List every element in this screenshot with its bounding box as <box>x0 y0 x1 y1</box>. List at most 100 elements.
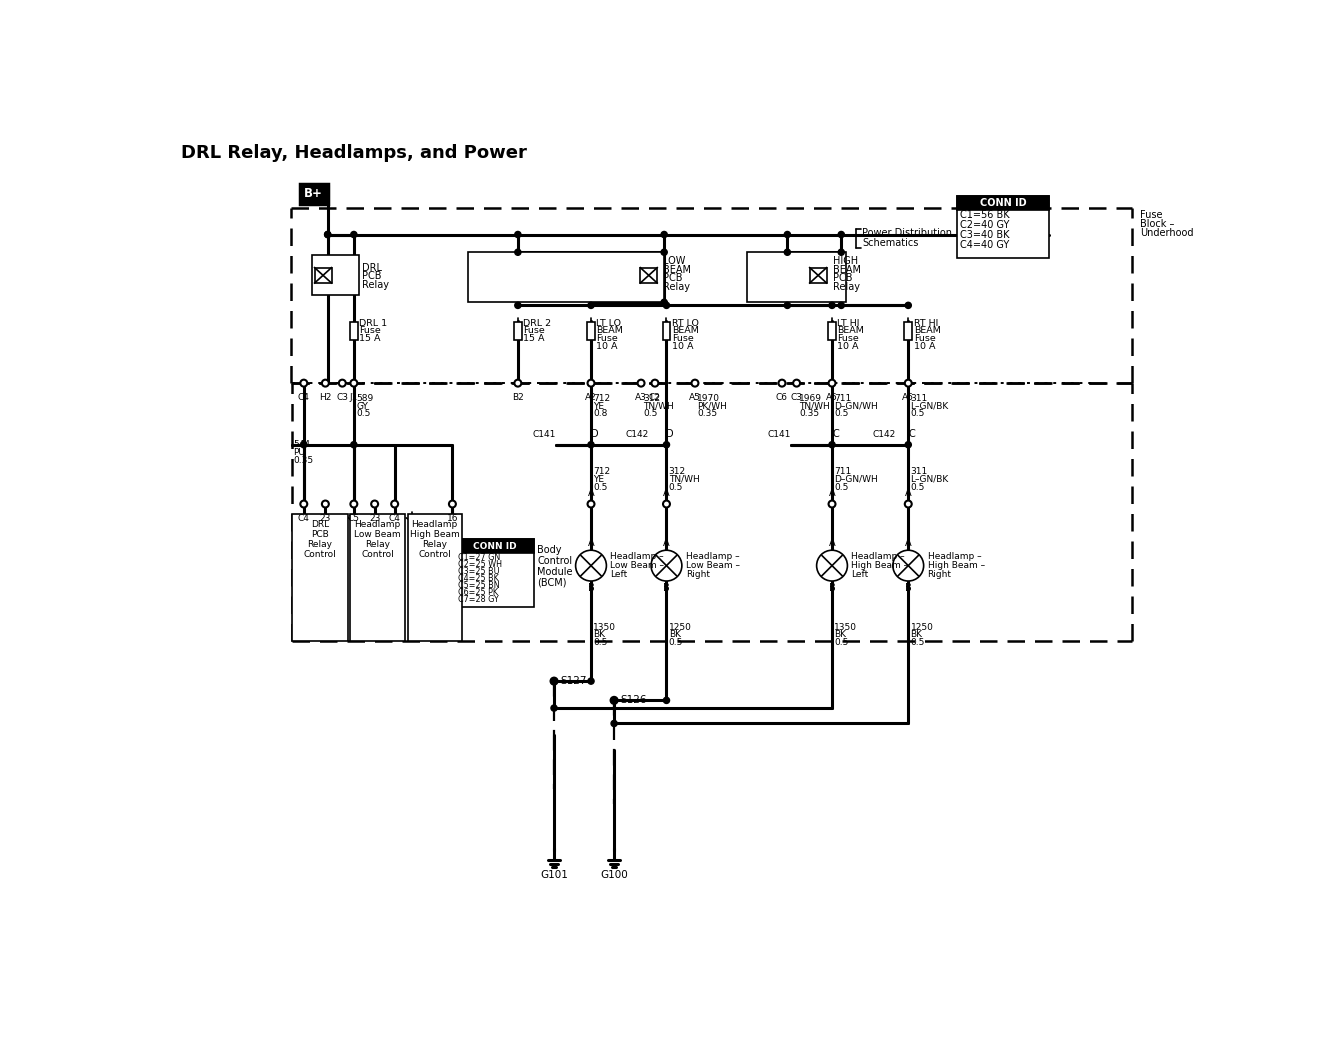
Text: Headlamp –: Headlamp – <box>610 552 664 561</box>
Text: DRL Relay, Headlamps, and Power: DRL Relay, Headlamps, and Power <box>181 144 527 162</box>
Circle shape <box>839 231 844 238</box>
Text: 0.5: 0.5 <box>835 410 848 418</box>
Text: 16: 16 <box>446 514 458 523</box>
Text: L–GN/BK: L–GN/BK <box>911 475 949 484</box>
Text: B: B <box>829 583 836 593</box>
Text: Body: Body <box>538 545 562 555</box>
Circle shape <box>892 550 923 581</box>
Circle shape <box>515 231 521 238</box>
Text: C3: C3 <box>790 393 802 402</box>
Circle shape <box>325 231 331 238</box>
Text: A5: A5 <box>689 393 702 402</box>
Text: 589: 589 <box>356 394 374 403</box>
Text: D: D <box>591 429 598 438</box>
Text: Left: Left <box>851 570 868 580</box>
Circle shape <box>391 501 398 508</box>
Text: 0.5: 0.5 <box>835 638 848 647</box>
Text: Headlamp –: Headlamp – <box>685 552 739 561</box>
Bar <box>957 196 1050 210</box>
Text: Headlamp –: Headlamp – <box>851 552 905 561</box>
Text: A: A <box>905 538 911 548</box>
Text: BEAM: BEAM <box>664 265 691 275</box>
Circle shape <box>300 380 308 386</box>
Text: 1350: 1350 <box>593 623 617 631</box>
Text: 10 A: 10 A <box>837 342 859 351</box>
Text: DRL: DRL <box>363 263 382 272</box>
Text: 1350: 1350 <box>835 623 857 631</box>
Circle shape <box>612 720 617 727</box>
Text: 0.5: 0.5 <box>593 638 607 647</box>
Text: PK/WH: PK/WH <box>698 401 727 411</box>
Text: BK: BK <box>911 630 922 640</box>
Circle shape <box>339 380 345 386</box>
Text: PCB: PCB <box>363 271 382 281</box>
Text: 0.5: 0.5 <box>593 483 607 492</box>
Text: LOW: LOW <box>664 257 685 266</box>
Text: B: B <box>905 583 911 593</box>
Circle shape <box>839 249 844 256</box>
Text: GY: GY <box>356 401 368 411</box>
Circle shape <box>785 249 790 256</box>
Text: Low Beam –: Low Beam – <box>610 561 664 570</box>
Text: G100: G100 <box>601 870 628 880</box>
Text: Fuse: Fuse <box>672 334 694 343</box>
Circle shape <box>785 302 790 308</box>
Circle shape <box>664 302 669 308</box>
Bar <box>747 252 845 302</box>
Circle shape <box>575 550 606 581</box>
Circle shape <box>905 441 911 448</box>
Text: CONN ID: CONN ID <box>473 542 516 551</box>
Text: Right: Right <box>685 570 710 580</box>
Text: 0.5: 0.5 <box>835 483 848 492</box>
Circle shape <box>828 501 836 508</box>
Circle shape <box>652 380 659 386</box>
Text: 1250: 1250 <box>911 623 934 631</box>
Text: Control: Control <box>418 550 452 560</box>
Text: 1970: 1970 <box>698 394 720 403</box>
Text: G101: G101 <box>540 870 569 880</box>
Text: 15 A: 15 A <box>523 334 544 343</box>
Text: C3=25 BU: C3=25 BU <box>458 567 500 577</box>
Text: Headlamp: Headlamp <box>411 521 458 529</box>
Text: C7=28 GY: C7=28 GY <box>458 595 499 604</box>
Circle shape <box>551 705 558 711</box>
Text: A: A <box>829 538 836 548</box>
Text: Module: Module <box>538 567 573 577</box>
Text: C2: C2 <box>649 393 661 402</box>
Text: 15 A: 15 A <box>359 334 380 343</box>
Circle shape <box>661 249 667 256</box>
Text: A: A <box>587 488 594 497</box>
Text: Fuse: Fuse <box>1140 210 1163 220</box>
Text: RT LO: RT LO <box>672 319 699 327</box>
Text: 712: 712 <box>593 467 610 476</box>
Circle shape <box>300 501 308 508</box>
Circle shape <box>515 249 521 256</box>
Text: C5=25 BN: C5=25 BN <box>458 581 500 590</box>
Text: D–GN/WH: D–GN/WH <box>835 475 878 484</box>
Text: C142: C142 <box>626 430 649 438</box>
Text: A: A <box>663 488 669 497</box>
Text: High Beam: High Beam <box>410 530 460 540</box>
Text: CONN ID: CONN ID <box>980 197 1027 208</box>
Circle shape <box>515 302 521 308</box>
Text: A6: A6 <box>902 393 914 402</box>
Text: C6=25 PK: C6=25 PK <box>458 588 497 597</box>
Text: Control: Control <box>538 557 573 566</box>
Circle shape <box>661 299 667 305</box>
Circle shape <box>905 302 911 308</box>
Bar <box>828 321 836 340</box>
Text: C2=25 WH: C2=25 WH <box>458 561 501 569</box>
Circle shape <box>351 380 358 386</box>
Text: 312: 312 <box>669 467 685 476</box>
Circle shape <box>587 501 594 508</box>
Text: C141: C141 <box>532 430 555 438</box>
Text: 311: 311 <box>911 467 927 476</box>
Text: Relay: Relay <box>664 282 691 291</box>
Circle shape <box>905 380 911 386</box>
Text: Fuse: Fuse <box>523 326 546 335</box>
Text: LT HI: LT HI <box>837 319 860 327</box>
Circle shape <box>351 441 358 448</box>
Text: 0.5: 0.5 <box>669 638 683 647</box>
Text: BEAM: BEAM <box>597 326 624 335</box>
Circle shape <box>829 441 835 448</box>
